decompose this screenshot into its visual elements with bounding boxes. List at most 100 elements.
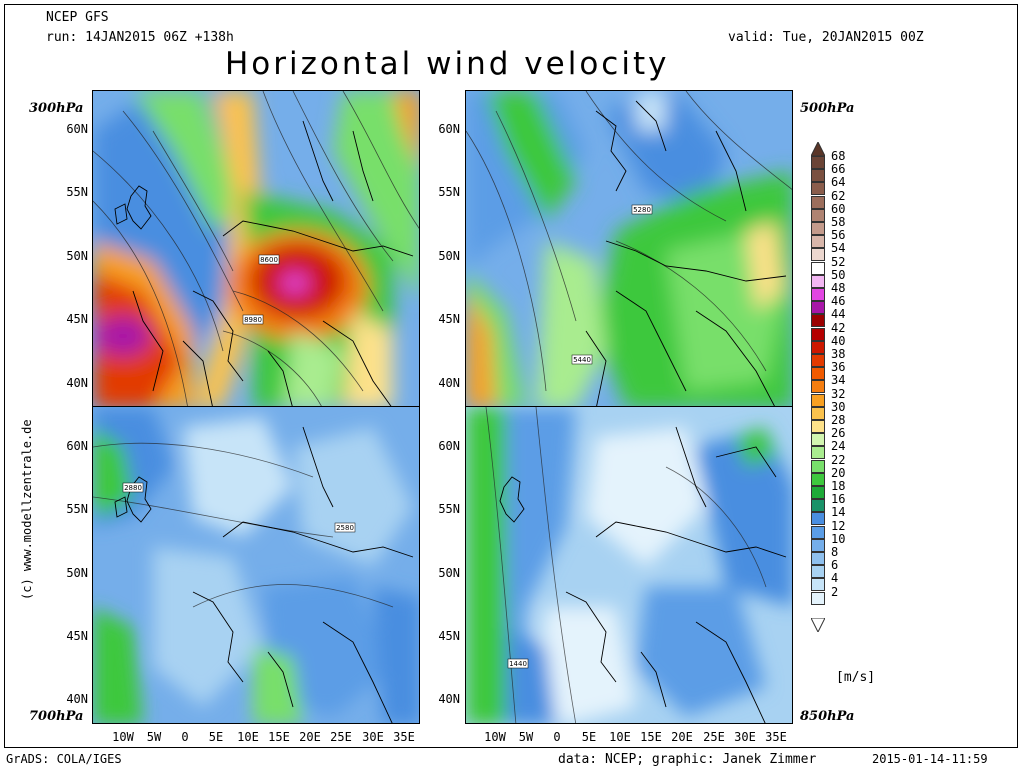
colorbar-label: 22 (831, 452, 846, 467)
colorbar-label: 48 (831, 281, 846, 295)
lat-label: 60N (66, 439, 88, 453)
level-label-850: 850hPa (800, 709, 855, 724)
lat-label: 60N (438, 122, 460, 136)
map-panel-850hpa: 1440 (465, 406, 793, 724)
colorbar-swatch (811, 288, 825, 301)
colorbar-swatch (811, 156, 825, 169)
colorbar-swatch (811, 446, 825, 460)
valid-time: valid: Tue, 20JAN2015 00Z (728, 30, 924, 45)
colorbar-swatch (811, 367, 825, 381)
contour-label: 5440 (573, 356, 591, 364)
colorbar-label: 16 (831, 492, 846, 507)
colorbar-label: 54 (831, 241, 846, 256)
lon-label: 10W (112, 730, 134, 744)
run-info: run: 14JAN2015 06Z +138h (46, 30, 234, 45)
lat-label: 40N (66, 692, 88, 706)
colorbar-label: 46 (831, 294, 846, 309)
colorbar-label: 60 (831, 201, 846, 216)
lat-label: 45N (66, 312, 88, 326)
colorbar-label: 64 (831, 175, 846, 190)
lon-label: 25E (330, 730, 352, 744)
lon-label: 10W (484, 730, 506, 744)
lon-label: 20E (299, 730, 321, 744)
colorbar-label: 14 (831, 505, 846, 520)
colorbar-swatch (811, 327, 825, 341)
colorbar-swatch (811, 208, 825, 222)
colorbar-label: 32 (831, 386, 846, 401)
plot-frame (4, 4, 1018, 748)
colorbar-swatch (811, 538, 825, 552)
lat-label: 55N (66, 502, 88, 516)
lon-label: 25E (703, 730, 725, 744)
colorbar-swatch (811, 195, 825, 209)
colorbar-swatch (811, 459, 825, 473)
colorbar-label: 42 (831, 320, 846, 335)
colorbar-label: 30 (831, 399, 846, 414)
lat-label: 60N (66, 122, 88, 136)
colorbar-label: 36 (831, 360, 846, 375)
footer-software: GrADS: COLA/IGES (6, 752, 122, 766)
lon-label: 10E (237, 730, 259, 744)
colorbar-swatch (811, 340, 825, 354)
colorbar-swatch (811, 274, 825, 288)
lon-label: 30E (362, 730, 384, 744)
colorbar-swatch (811, 565, 825, 579)
colorbar-label: 56 (831, 228, 846, 243)
colorbar-swatch (811, 182, 825, 196)
colorbar-label: 24 (831, 439, 846, 454)
colorbar-label: 12 (831, 518, 846, 533)
colorbar-label: 62 (831, 188, 846, 203)
lat-label: 40N (66, 376, 88, 390)
map-panel-300hpa: 8600 8980 (92, 90, 420, 408)
footer-timestamp: 2015-01-14-11:59 (872, 752, 988, 766)
colorbar-label: 18 (831, 479, 846, 493)
colorbar-label: 4 (831, 571, 839, 586)
colorbar-swatch (811, 169, 825, 183)
lat-label: 50N (438, 566, 460, 580)
colorbar-swatch (811, 301, 825, 315)
colorbar-swatch (811, 354, 825, 367)
lon-label: 10E (609, 730, 631, 744)
lon-label: 5W (518, 730, 534, 744)
lon-label: 0 (181, 730, 189, 744)
colorbar-swatch (811, 486, 825, 499)
level-label-300: 300hPa (29, 101, 84, 116)
lat-label: 50N (438, 249, 460, 263)
footer-credit: data: NCEP; graphic: Janek Zimmer (558, 752, 817, 767)
lat-label: 60N (438, 439, 460, 453)
colorbar-swatch (811, 248, 825, 262)
lon-label: 20E (671, 730, 693, 744)
contour-label: 2580 (336, 524, 354, 532)
lon-label: 5W (146, 730, 162, 744)
colorbar-label: 40 (831, 333, 846, 348)
lon-label: 35E (393, 730, 415, 744)
colorbar-label: 20 (831, 465, 846, 480)
colorbar-top-arrow (811, 142, 825, 156)
lon-label: 0 (553, 730, 561, 744)
lat-label: 55N (438, 502, 460, 516)
colorbar-label: 38 (831, 347, 846, 361)
colorbar-bottom-arrow (811, 618, 825, 632)
colorbar-swatch (811, 406, 825, 420)
lat-label: 40N (438, 376, 460, 390)
level-label-700: 700hPa (29, 709, 84, 724)
page-title: Horizontal wind velocity (225, 46, 670, 82)
colorbar-label: 68 (831, 149, 846, 163)
colorbar-swatch (811, 499, 825, 513)
contour-label: 2880 (124, 484, 142, 492)
lat-label: 55N (438, 185, 460, 199)
colorbar-swatch (811, 578, 825, 592)
lat-label: 50N (66, 249, 88, 263)
colorbar-label: 8 (831, 545, 839, 559)
lon-label: 15E (268, 730, 290, 744)
contour-label: 8980 (244, 316, 262, 324)
map-panel-500hpa: 5280 5440 (465, 90, 793, 408)
colorbar-swatch (811, 472, 825, 486)
lat-label: 45N (438, 629, 460, 643)
colorbar-swatch (811, 512, 825, 526)
colorbar-swatch (811, 314, 825, 328)
colorbar-label: 66 (831, 162, 846, 177)
colorbar-label: 58 (831, 215, 846, 229)
colorbar-swatch (811, 393, 825, 407)
model-name: NCEP GFS (46, 10, 109, 25)
